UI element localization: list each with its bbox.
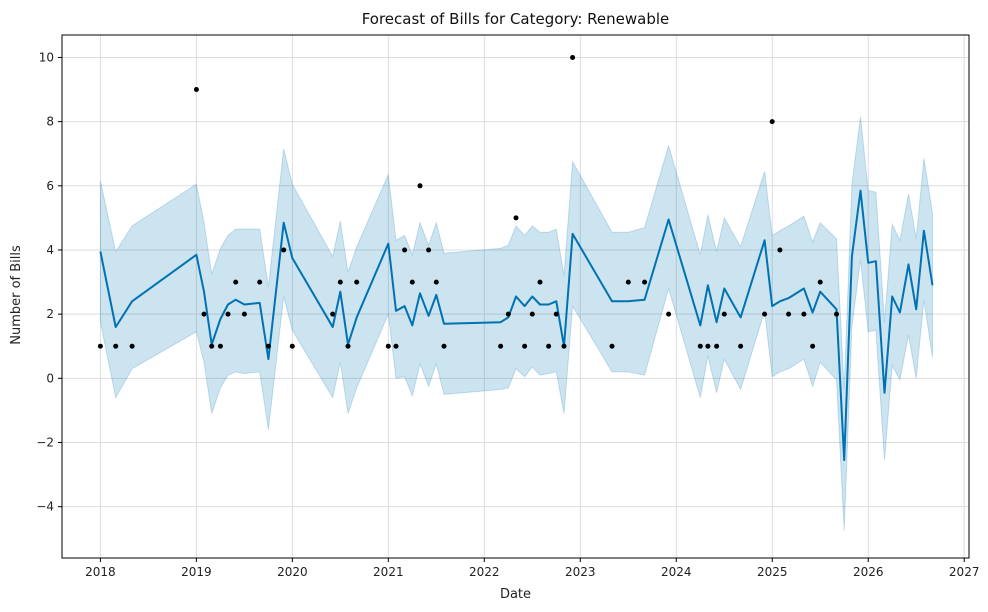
y-tick-label: 2	[46, 307, 54, 321]
y-tick-label: 0	[46, 371, 54, 385]
observed-point	[225, 311, 231, 317]
observed-point	[810, 343, 816, 349]
observed-point	[834, 311, 839, 317]
observed-point	[433, 279, 439, 285]
observed-point	[777, 247, 783, 253]
observed-point	[697, 343, 703, 349]
observed-point	[241, 311, 247, 317]
observed-point	[786, 311, 792, 317]
observed-point	[529, 311, 535, 317]
observed-point	[817, 279, 823, 285]
observed-point	[129, 343, 135, 349]
chart-title: Forecast of Bills for Category: Renewabl…	[362, 10, 670, 28]
observed-point	[209, 343, 215, 349]
y-tick-label: 4	[46, 243, 54, 257]
observed-point	[570, 55, 576, 60]
observed-point	[561, 343, 567, 349]
x-tick-label: 2020	[277, 565, 308, 579]
observed-point	[113, 343, 119, 349]
observed-point	[385, 343, 391, 349]
observed-point	[426, 247, 432, 253]
observed-point	[642, 279, 648, 285]
observed-point	[257, 279, 263, 285]
y-tick-label: −2	[36, 435, 54, 449]
observed-point	[801, 311, 807, 317]
forecast-line	[99, 189, 934, 462]
plot-frame	[61, 34, 970, 559]
observed-point	[546, 343, 552, 349]
observed-point	[330, 311, 336, 317]
x-axis-title: Date	[500, 587, 531, 602]
x-axis-ticks: 2018 2019 2020 2021 2022 2023 2024 2025 2026 2027	[85, 558, 979, 579]
y-tick-label: 6	[46, 179, 54, 193]
observed-point	[553, 311, 559, 317]
observed-point	[97, 343, 103, 349]
observed-point	[625, 279, 631, 285]
observed-point	[537, 279, 543, 285]
observed-point	[666, 311, 672, 317]
y-tick-label: 10	[39, 50, 54, 64]
observed-point	[609, 343, 615, 349]
observed-point	[705, 343, 711, 349]
observed-point	[217, 343, 223, 349]
x-tick-label: 2022	[469, 565, 500, 579]
observed-point	[281, 247, 287, 253]
observed-point	[441, 343, 447, 349]
observed-point	[498, 343, 504, 349]
x-tick-label: 2025	[757, 565, 788, 579]
observed-point	[417, 183, 423, 189]
y-axis-title: Number of Bills	[9, 245, 24, 345]
x-tick-label: 2024	[661, 565, 692, 579]
observed-point	[522, 343, 528, 349]
observed-point	[762, 311, 768, 317]
x-tick-label: 2021	[373, 565, 404, 579]
observed-point	[505, 311, 511, 317]
grid	[62, 35, 969, 558]
x-tick-label: 2019	[181, 565, 212, 579]
observed-point	[289, 343, 295, 349]
forecast-line-layer	[99, 189, 934, 462]
uncertainty-band	[99, 116, 933, 531]
observed-point	[265, 343, 271, 349]
observed-point	[201, 311, 207, 317]
observed-point	[393, 343, 399, 349]
observed-point	[402, 247, 408, 253]
observed-point	[193, 87, 199, 92]
uncertainty-band-layer	[99, 116, 933, 531]
observed-point	[738, 343, 744, 349]
observed-point	[345, 343, 351, 349]
y-axis-ticks: −4 −2 0 2 4 6 8 10	[36, 50, 62, 514]
x-tick-label: 2026	[853, 565, 884, 579]
x-tick-label: 2027	[949, 565, 980, 579]
observed-point	[233, 279, 239, 285]
observed-point	[354, 279, 360, 285]
x-tick-label: 2018	[85, 565, 116, 579]
y-tick-label: −4	[36, 500, 54, 514]
observed-point	[714, 343, 720, 349]
observed-point	[769, 119, 775, 125]
x-tick-label: 2023	[565, 565, 596, 579]
observed-points-layer	[97, 55, 839, 349]
observed-point	[721, 311, 727, 317]
observed-point	[409, 279, 415, 285]
observed-point	[337, 279, 343, 285]
y-tick-label: 8	[46, 115, 54, 129]
observed-point	[513, 215, 519, 221]
